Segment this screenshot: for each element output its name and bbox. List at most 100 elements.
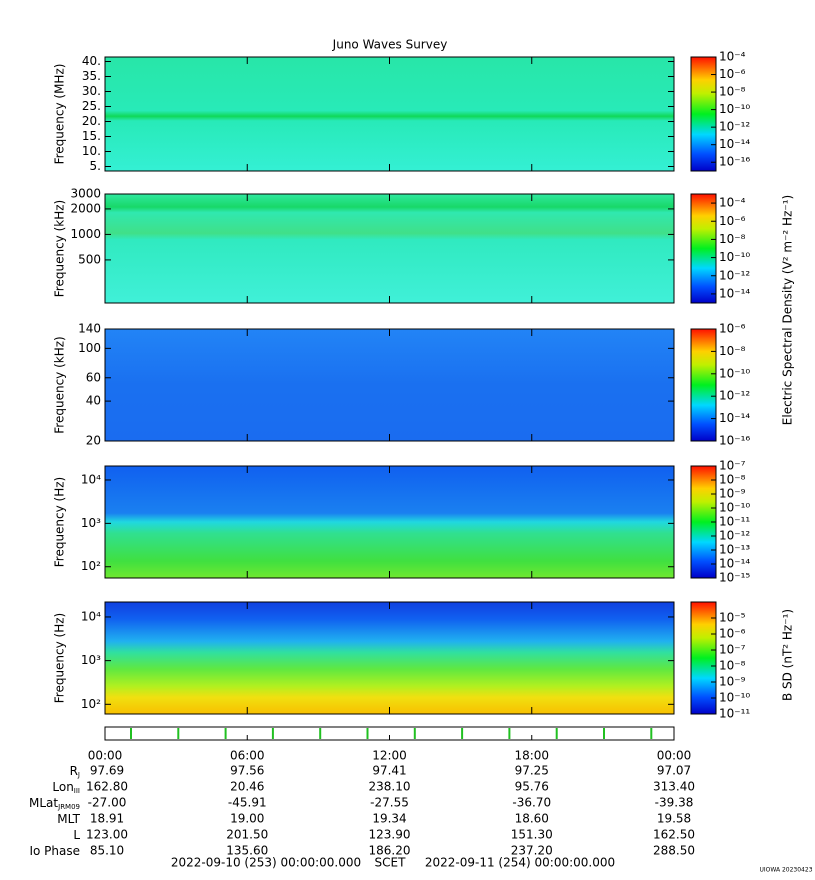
ephemeris-value: 97.69 <box>90 764 124 778</box>
credit: UIOWA 20230423 <box>759 867 812 874</box>
ephemeris-label: MLatJRM09 <box>29 796 80 812</box>
y-tick-label: 10³ <box>81 516 101 530</box>
y-tick-label: 40. <box>82 54 101 68</box>
ephemeris-value: 97.56 <box>230 764 264 778</box>
colorbar-tick-label: 10⁻⁷ <box>719 643 746 657</box>
colorbar-frame <box>690 56 717 172</box>
ephemeris-value: 238.10 <box>369 780 411 794</box>
colorbar-tick-label: 10⁻¹¹ <box>719 515 750 529</box>
ephemeris-label-sub: JRM09 <box>57 803 80 811</box>
ephemeris-label: L <box>73 828 80 842</box>
ephemeris-value: 97.07 <box>657 764 691 778</box>
ephemeris-value: 313.40 <box>653 780 695 794</box>
colorbar-tick-label: 10⁻¹⁰ <box>719 250 750 264</box>
ephemeris-label-main: Io Phase <box>29 844 80 858</box>
colorbar-tick-label: 10⁻¹⁴ <box>719 557 750 571</box>
ephemeris-label: MLT <box>57 812 80 826</box>
y-axis-label: Frequency (MHz) <box>53 64 67 165</box>
ephemeris-value: 151.30 <box>511 828 553 842</box>
spectrogram <box>105 466 674 578</box>
colorbar-frame <box>690 601 717 715</box>
ephemeris-value: 97.41 <box>372 764 406 778</box>
y-tick-label: 10³ <box>81 653 101 667</box>
colorbar-label: B SD (nT² Hz⁻¹) <box>781 609 795 701</box>
ephemeris-label: RJ <box>70 764 80 780</box>
ephemeris-value: 18.60 <box>515 812 549 826</box>
colorbar-tick-label: 10⁻⁸ <box>719 344 746 358</box>
ephemeris-label-main: R <box>70 764 78 778</box>
y-tick-label: 35. <box>82 69 101 83</box>
colorbar-tick-label: 10⁻⁶ <box>719 67 746 81</box>
y-tick-label: 20 <box>86 434 101 448</box>
colorbar-tick-label: 10⁻⁸ <box>719 659 746 673</box>
colorbar-tick-label: 10⁻⁷ <box>719 459 746 473</box>
colorbar-tick-label: 10⁻⁹ <box>719 675 746 689</box>
ephemeris-value: 95.76 <box>515 780 549 794</box>
colorbar-tick-label: 10⁻¹³ <box>719 543 750 557</box>
colorbar-tick-label: 10⁻⁹ <box>719 487 746 501</box>
ephemeris-value: 186.20 <box>369 844 411 858</box>
ephemeris-label-main: L <box>73 828 80 842</box>
y-tick-label: 40 <box>86 394 101 408</box>
colorbar-tick-label: 10⁻¹⁴ <box>719 411 750 425</box>
ephemeris-value: 18.91 <box>90 812 124 826</box>
ephemeris-value: 201.50 <box>226 828 268 842</box>
ephemeris-value: 237.20 <box>511 844 553 858</box>
ephemeris-value: -39.38 <box>655 796 694 810</box>
colorbar <box>691 194 716 303</box>
colorbar <box>691 602 716 714</box>
plot-title: Juno Waves Survey <box>332 38 448 52</box>
colorbar-tick-label: 10⁻¹⁶ <box>719 155 750 169</box>
colorbar-tick-label: 10⁻¹¹ <box>719 707 750 721</box>
colorbar-label: Electric Spectral Density (V² m⁻² Hz⁻¹) <box>781 195 795 425</box>
y-tick-label: 10⁴ <box>81 609 101 623</box>
y-tick-label: 10² <box>81 697 101 711</box>
spectrogram <box>105 194 674 303</box>
ephemeris-value: 162.80 <box>86 780 128 794</box>
y-tick-label: 10⁴ <box>81 472 101 486</box>
y-axis-label: Frequency (Hz) <box>53 477 67 568</box>
ephemeris-value: 19.00 <box>230 812 264 826</box>
colorbar-tick-label: 10⁻⁸ <box>719 85 746 99</box>
y-tick-label: 3000 <box>70 187 101 201</box>
colorbar-tick-label: 10⁻⁸ <box>719 232 746 246</box>
ephemeris-label-main: MLT <box>57 812 80 826</box>
x-tick-label: 00:00 <box>88 749 123 763</box>
ephemeris-value: 135.60 <box>226 844 268 858</box>
y-tick-label: 140 <box>78 322 101 336</box>
y-tick-label: 10. <box>82 144 101 158</box>
y-tick-label: 5. <box>90 159 101 173</box>
time-scale: SCET <box>375 856 407 870</box>
colorbar-tick-label: 10⁻⁶ <box>719 627 746 641</box>
ephemeris-value: 97.25 <box>515 764 549 778</box>
ephemeris-value: -27.00 <box>88 796 127 810</box>
colorbar-frame <box>690 193 717 304</box>
ephemeris-value: 20.46 <box>230 780 264 794</box>
x-tick-label: 18:00 <box>514 749 549 763</box>
colorbar-tick-label: 10⁻¹⁶ <box>719 434 750 448</box>
colorbar-tick-label: 10⁻¹⁴ <box>719 286 750 300</box>
colorbar-tick-label: 10⁻¹⁴ <box>719 137 750 151</box>
y-tick-label: 100 <box>78 341 101 355</box>
end-time: 2022-09-11 (254) 00:00:00.000 <box>425 856 615 870</box>
colorbar-tick-label: 10⁻¹² <box>719 529 750 543</box>
colorbar-tick-label: 10⁻⁸ <box>719 473 746 487</box>
colorbar-tick-label: 10⁻¹⁰ <box>719 691 750 705</box>
colorbar-tick-label: 10⁻⁵ <box>719 611 746 625</box>
colorbar-tick-label: 10⁻¹⁰ <box>719 366 750 380</box>
colorbar-tick-label: 10⁻¹⁵ <box>719 571 750 585</box>
colorbar-tick-label: 10⁻¹⁰ <box>719 501 750 515</box>
y-tick-label: 2000 <box>70 201 101 215</box>
y-tick-label: 20. <box>82 114 101 128</box>
spectrogram <box>105 329 674 441</box>
ephemeris-label: Io Phase <box>29 844 80 858</box>
ephemeris-value: 19.58 <box>657 812 691 826</box>
spectrogram <box>105 57 674 171</box>
ephemeris-value: -36.70 <box>512 796 551 810</box>
colorbar-tick-label: 10⁻¹² <box>719 389 750 403</box>
ephemeris-label-sub: III <box>74 787 80 795</box>
x-tick-label: 06:00 <box>230 749 265 763</box>
colorbar-tick-label: 10⁻¹² <box>719 120 750 134</box>
start-time: 2022-09-10 (253) 00:00:00.000 <box>171 856 361 870</box>
